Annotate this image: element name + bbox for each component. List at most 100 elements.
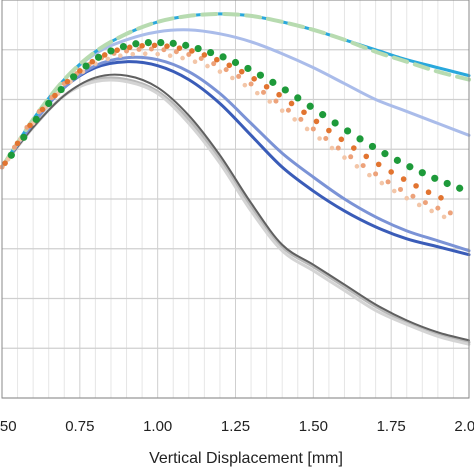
data-point xyxy=(192,59,198,64)
data-point xyxy=(393,156,401,164)
data-point xyxy=(292,117,297,122)
data-point xyxy=(248,81,254,87)
data-point xyxy=(231,58,240,67)
series-10-points xyxy=(2,42,444,201)
data-point xyxy=(7,151,15,159)
x-axis-title: Vertical Displacement [mm] xyxy=(149,450,343,467)
x-axis-ticks: 0.50 0.75 1.00 1.25 1.50 1.75 2.00 xyxy=(0,418,474,435)
series-2-line xyxy=(1,73,470,342)
data-point xyxy=(211,61,217,67)
data-point xyxy=(391,188,397,194)
data-point xyxy=(155,51,160,57)
data-point xyxy=(242,82,248,88)
data-point xyxy=(431,174,439,182)
data-point xyxy=(294,94,302,102)
data-point xyxy=(273,98,279,104)
x-tick-label: 1.75 xyxy=(377,418,406,435)
data-point xyxy=(422,200,428,206)
data-point xyxy=(217,69,223,74)
data-point xyxy=(32,115,40,123)
series-11-points xyxy=(7,38,464,192)
data-point xyxy=(335,145,341,151)
x-tick-label: 0.75 xyxy=(65,418,94,435)
data-point xyxy=(52,92,58,99)
data-point xyxy=(360,163,366,169)
data-point xyxy=(385,179,391,185)
data-point xyxy=(124,48,130,54)
data-point xyxy=(447,210,453,216)
data-point xyxy=(279,108,285,113)
data-point xyxy=(269,78,277,86)
data-point xyxy=(256,71,265,79)
data-point xyxy=(416,202,422,208)
data-point xyxy=(157,38,165,47)
data-point xyxy=(11,144,17,150)
data-point xyxy=(182,41,190,49)
data-point xyxy=(456,184,464,192)
data-point xyxy=(161,47,167,53)
data-point xyxy=(356,135,364,143)
data-point xyxy=(173,49,179,55)
data-point xyxy=(144,38,152,47)
data-point xyxy=(94,53,103,61)
data-point xyxy=(429,208,434,214)
data-point xyxy=(301,109,307,116)
data-point xyxy=(263,83,270,90)
series-7-line xyxy=(0,11,471,170)
data-point xyxy=(77,68,83,74)
data-point xyxy=(375,161,382,168)
data-point xyxy=(164,43,170,49)
gridlines xyxy=(1,0,470,399)
data-point xyxy=(323,136,329,141)
data-point xyxy=(142,51,148,57)
data-point xyxy=(226,62,233,69)
x-tick-label: 2.00 xyxy=(454,418,474,435)
data-point xyxy=(363,153,370,160)
data-point xyxy=(435,205,441,211)
data-point xyxy=(194,44,202,53)
x-tick-label: 1.50 xyxy=(299,418,328,435)
data-point xyxy=(82,62,90,70)
data-point xyxy=(101,52,108,58)
data-point xyxy=(198,56,204,62)
data-point xyxy=(206,48,215,57)
data-point xyxy=(306,102,314,110)
data-point xyxy=(219,53,227,61)
data-point xyxy=(313,118,320,125)
data-point xyxy=(39,106,46,113)
data-point xyxy=(398,186,404,192)
data-point xyxy=(186,52,192,58)
data-point xyxy=(379,180,385,186)
data-point xyxy=(326,127,332,134)
data-point xyxy=(351,145,357,151)
data-point xyxy=(105,56,111,62)
data-point xyxy=(2,160,8,166)
series-1-line xyxy=(0,78,471,346)
data-point xyxy=(443,179,451,188)
data-point xyxy=(343,127,352,135)
data-point xyxy=(310,126,316,132)
data-point xyxy=(176,45,183,51)
data-point xyxy=(441,214,447,220)
data-point xyxy=(400,176,407,182)
data-point xyxy=(342,155,347,160)
data-point xyxy=(368,142,377,151)
data-point xyxy=(70,73,78,81)
data-point xyxy=(251,76,257,82)
data-point xyxy=(425,189,432,196)
data-point xyxy=(89,58,96,65)
plot-frame xyxy=(1,0,470,399)
data-point xyxy=(418,169,426,177)
x-tick-label: 1.25 xyxy=(221,418,250,435)
data-point xyxy=(201,52,208,58)
data-point xyxy=(126,44,133,51)
data-point xyxy=(14,140,21,147)
data-point xyxy=(132,40,140,48)
data-point xyxy=(406,163,414,171)
data-point xyxy=(298,116,304,122)
data-point xyxy=(64,78,71,85)
data-point xyxy=(27,122,33,129)
data-point xyxy=(148,46,154,52)
data-point xyxy=(244,64,252,73)
